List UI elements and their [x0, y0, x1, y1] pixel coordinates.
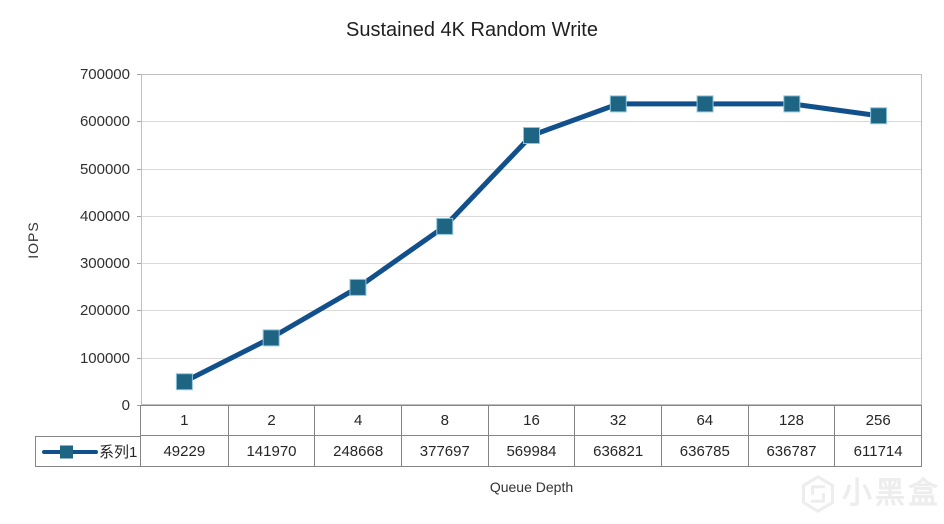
data-point-marker [523, 126, 540, 144]
table-value-cell: 377697 [400, 436, 488, 466]
chart-title: Sustained 4K Random Write [346, 19, 598, 41]
table-category-cell: 2 [227, 406, 315, 435]
watermark: 小黑盒 [799, 469, 941, 519]
data-point-marker [349, 278, 367, 296]
data-table-value-row: 49229 141970 248668 377697 569984 636821 63678… [140, 436, 922, 467]
table-category-cell: 4 [314, 406, 401, 435]
data-point-marker [262, 329, 280, 347]
data-point-marker [436, 217, 454, 235]
legend-key-icon [42, 445, 98, 458]
table-category-cell: 256 [834, 406, 921, 435]
data-point-marker [175, 373, 193, 391]
y-axis-title: IOPS [25, 221, 41, 259]
data-point-marker [696, 95, 714, 113]
table-category-cell: 64 [660, 406, 748, 435]
table-category-cell: 1 [180, 412, 189, 429]
data-point-marker [783, 95, 801, 113]
legend-cell: 系列1 [35, 436, 140, 467]
table-category-cell: 8 [400, 406, 488, 435]
table-value-cell: 636787 [747, 436, 835, 466]
table-value-cell: 611714 [834, 436, 921, 466]
y-tick-label: 600000 [79, 112, 130, 130]
table-value-cell: 636785 [660, 436, 748, 466]
watermark-text: 小黑盒 [842, 477, 941, 510]
table-category-cell: 16 [487, 406, 575, 435]
table-value-cell: 141970 [227, 436, 315, 466]
y-tick-label: 0 [121, 396, 130, 414]
y-tick-label: 300000 [79, 254, 130, 272]
data-table-category-row: 1 2 4 8 16 32 64 128 256 [140, 405, 922, 436]
y-tick-label: 500000 [79, 160, 130, 178]
series-line [181, 101, 882, 385]
plot-border [141, 74, 922, 405]
table-value-cell: 636821 [574, 436, 661, 466]
y-tick-label: 400000 [79, 207, 130, 225]
data-point-marker [870, 107, 888, 125]
table-value-cell: 248668 [314, 436, 401, 466]
table-category-cell: 128 [747, 406, 835, 435]
heybox-hexagon-logo-icon [801, 475, 835, 513]
table-category-cell: 32 [574, 406, 661, 435]
data-point-marker [609, 95, 627, 113]
plot-area [137, 74, 922, 406]
y-tick-label: 200000 [79, 301, 130, 319]
table-value-cell: 49229 [163, 442, 206, 460]
legend-series-label: 系列1 [99, 444, 138, 461]
y-tick-label: 700000 [79, 65, 130, 83]
x-axis-title: Queue Depth [489, 479, 574, 495]
y-tick-label: 100000 [79, 349, 130, 367]
table-value-cell: 569984 [487, 436, 575, 466]
